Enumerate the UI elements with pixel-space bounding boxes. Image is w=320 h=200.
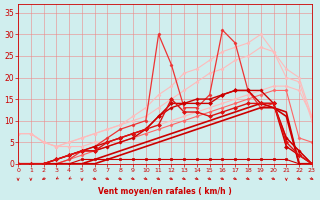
- X-axis label: Vent moyen/en rafales ( km/h ): Vent moyen/en rafales ( km/h ): [98, 187, 232, 196]
